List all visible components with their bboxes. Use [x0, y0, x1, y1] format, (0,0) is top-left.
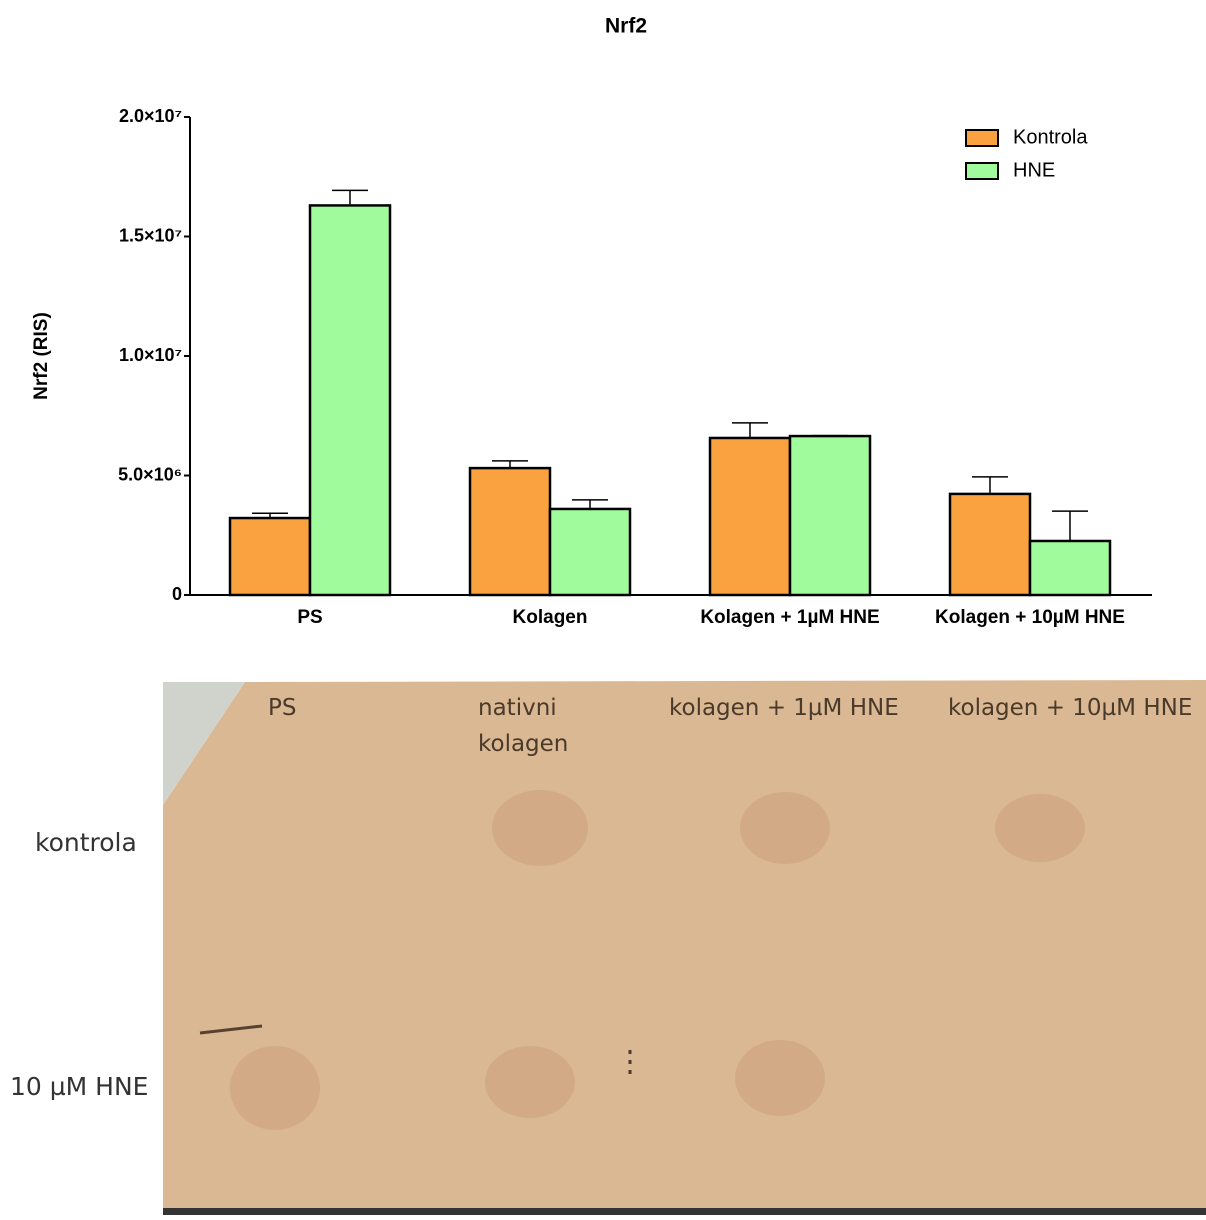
spot: [995, 794, 1085, 862]
y-tick-label: 2.0×10⁷: [119, 106, 182, 126]
spot: [485, 1046, 575, 1118]
y-tick-label: 0: [172, 584, 182, 604]
blot-row-label: kontrola: [35, 828, 137, 857]
spot: [230, 1046, 320, 1130]
page: {"chart_data": {"type": "bar", "title": …: [0, 0, 1206, 1215]
bar: [1030, 541, 1110, 595]
bar: [950, 494, 1030, 595]
blot-photo: PS nativni kolagen kolagen + 1µM HNE kol…: [0, 660, 1206, 1215]
blot-row-label: 10 µM HNE: [10, 1072, 148, 1101]
x-tick-label: Kolagen + 1µM HNE: [700, 607, 879, 628]
legend-label: Kontrola: [1013, 126, 1088, 148]
spot: [492, 790, 588, 866]
blot-column-label: PS: [268, 690, 296, 726]
bar: [550, 509, 630, 595]
bar: [230, 518, 310, 595]
bar: [310, 205, 390, 595]
y-tick-label: 1.0×10⁷: [119, 345, 182, 365]
spot: [740, 792, 830, 864]
legend-swatch: [966, 130, 998, 146]
bar: [710, 438, 790, 595]
bottom-edge: [163, 1208, 1206, 1215]
legend-swatch: [966, 163, 998, 179]
blot-column-label: kolagen + 1µM HNE: [669, 690, 899, 726]
y-axis-label: Nrf2 (RIS): [31, 312, 52, 400]
blot-membrane: [0, 660, 1206, 1215]
x-tick-label: Kolagen + 10µM HNE: [935, 607, 1125, 628]
bar: [790, 436, 870, 595]
membrane: [163, 680, 1206, 1215]
x-tick-label: PS: [297, 607, 322, 628]
legend-label: HNE: [1013, 159, 1055, 181]
x-tick-label: Kolagen: [513, 607, 588, 628]
blot-column-label: nativni kolagen: [478, 690, 578, 762]
spot: [735, 1040, 825, 1116]
chart: Nrf2 Nrf2 (RIS) 0 5.0×10⁶ 1.0×10⁷ 1.5×10⁷ 2.…: [0, 0, 1206, 650]
y-tick-label: 1.5×10⁷: [119, 225, 182, 245]
bar: [470, 468, 550, 595]
blot-column-label: kolagen + 10µM HNE: [948, 690, 1192, 726]
chart-title: Nrf2: [605, 15, 647, 38]
y-tick-label: 5.0×10⁶: [118, 464, 182, 484]
